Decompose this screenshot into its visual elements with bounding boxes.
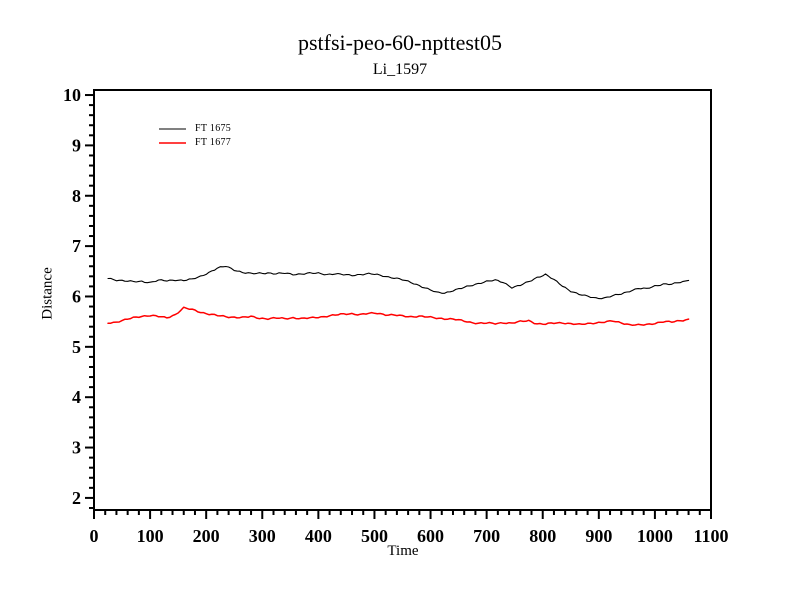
x-tick-label: 200 xyxy=(193,526,220,546)
y-tick-label: 6 xyxy=(72,286,81,306)
series-ft-1677 xyxy=(107,306,690,327)
x-tick-label: 400 xyxy=(305,526,332,546)
x-tick-label: 1000 xyxy=(637,526,673,546)
x-tick-label: 300 xyxy=(249,526,276,546)
y-tick-label: 9 xyxy=(72,135,81,155)
chart-title: pstfsi-peo-60-npttest05 xyxy=(297,30,503,55)
x-tick-label: 600 xyxy=(417,526,444,546)
x-tick-label: 500 xyxy=(361,526,388,546)
x-tick-label: 1100 xyxy=(693,526,728,546)
x-tick-label: 900 xyxy=(585,526,612,546)
y-tick-label: 2 xyxy=(72,488,81,508)
x-tick-label: 700 xyxy=(473,526,500,546)
y-tick-label: 7 xyxy=(72,236,81,256)
x-tick-label: 0 xyxy=(90,526,99,546)
series-ft-1675 xyxy=(107,265,690,300)
x-tick-label: 100 xyxy=(137,526,164,546)
x-axis-label: Time xyxy=(387,543,419,559)
plot-frame xyxy=(93,89,712,511)
legend-label-ft-1675: FT 1675 xyxy=(195,123,232,134)
y-tick-label: 8 xyxy=(72,186,81,206)
x-tick-label: 800 xyxy=(529,526,556,546)
y-tick-label: 10 xyxy=(63,85,81,105)
chart-subtitle: Li_1597 xyxy=(372,61,428,78)
y-tick-label: 4 xyxy=(72,387,81,407)
legend-label-ft-1677: FT 1677 xyxy=(195,137,232,148)
y-tick-label: 3 xyxy=(72,438,81,458)
y-tick-label: 5 xyxy=(72,337,81,357)
